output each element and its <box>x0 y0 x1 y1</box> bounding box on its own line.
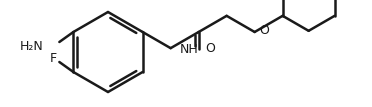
Text: O: O <box>206 42 215 54</box>
Text: F: F <box>50 51 57 65</box>
Text: NH: NH <box>180 43 198 56</box>
Text: H₂N: H₂N <box>20 39 44 53</box>
Text: O: O <box>260 24 270 36</box>
